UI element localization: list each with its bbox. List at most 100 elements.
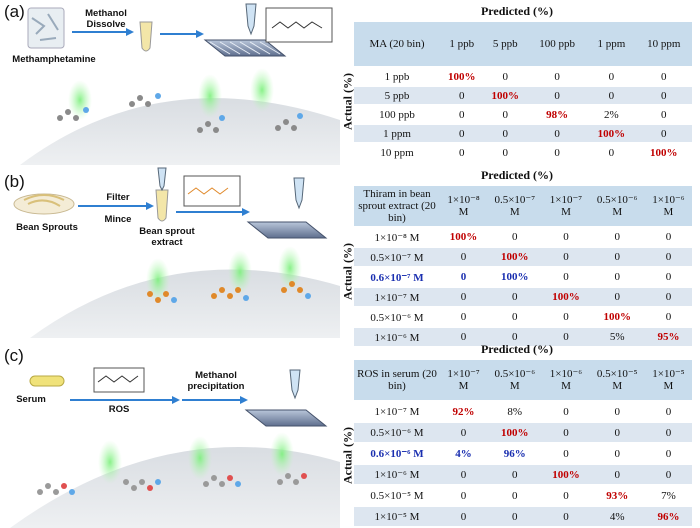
matrix-cell: 0 — [483, 68, 528, 87]
matrix-cell: 0 — [487, 228, 543, 248]
table-row: 0.5×10⁻⁶ M 0 100% 0 0 0 — [354, 423, 692, 444]
matrix-cell: 95% — [644, 328, 692, 348]
matrix-cell: 8% — [487, 402, 543, 423]
tube-icon — [155, 189, 169, 222]
row-label: 1×10⁻⁷ M — [354, 288, 440, 308]
matrix-cell: 0 — [483, 106, 528, 125]
row-label: 1×10⁻⁷ M — [354, 402, 440, 423]
matrix-cell: 0 — [487, 308, 543, 328]
matrix-cell: 93% — [589, 486, 645, 507]
matrix-cell: 0 — [644, 423, 692, 444]
predicted-heading: Predicted (%) — [480, 342, 554, 356]
matrix-cell: 0 — [440, 87, 484, 106]
matrix-cell: 0 — [542, 444, 590, 465]
panel-b: (b) Bean Sprouts Filter Mince Bean sprou… — [0, 166, 700, 348]
matrix-cell: 0 — [440, 308, 488, 328]
column-header: 5 ppb — [483, 22, 528, 68]
substrate-surface — [30, 269, 340, 338]
corner-header: Thiram in bean sprout extract (20 bin) — [354, 186, 440, 228]
column-header: 100 ppb — [527, 22, 588, 68]
column-header: 0.5×10⁻⁷ M — [487, 186, 543, 228]
matrix-cell: 0 — [487, 288, 543, 308]
table-row: 0.5×10⁻⁷ M 0 100% 0 0 0 — [354, 248, 692, 268]
column-header: 1×10⁻⁶ M — [542, 360, 590, 402]
matrix-cell: 0 — [542, 228, 590, 248]
matrix-cell: 0 — [635, 68, 692, 87]
table-row: 5 ppb 0 100% 0 0 0 — [354, 87, 692, 106]
matrix-cell: 0 — [527, 125, 588, 144]
matrix-cell: 100% — [589, 308, 645, 328]
schematic-a — [20, 3, 340, 165]
beam — [146, 258, 170, 302]
beam — [68, 80, 92, 120]
matrix-cell: 0 — [527, 144, 588, 163]
row-label: 100 ppb — [354, 106, 440, 125]
matrix-cell: 0 — [644, 268, 692, 288]
matrix-cell: 100% — [487, 248, 543, 268]
molecule-inset — [183, 175, 241, 207]
row-label: 1×10⁻⁵ M — [354, 507, 440, 528]
matrix-cell: 0 — [487, 507, 543, 528]
column-header: 1×10⁻⁶ M — [644, 186, 692, 228]
matrix-cell: 0 — [589, 423, 645, 444]
matrix-cell: 0 — [589, 465, 645, 486]
sample-label: Serum — [16, 394, 46, 405]
panel-a: (a) Methamphetamine Methanol Dissolve Pr… — [0, 0, 700, 165]
predicted-heading: Predicted (%) — [480, 4, 554, 18]
matrix-cell: 0 — [542, 328, 590, 348]
substrate-surface — [20, 98, 340, 165]
matrix-cell: 0 — [644, 402, 692, 423]
matrix-cell: 0 — [644, 308, 692, 328]
matrix-cell: 0 — [487, 328, 543, 348]
column-header: 1×10⁻⁸ M — [440, 186, 488, 228]
molecule-inset — [93, 367, 145, 393]
matrix-cell: 0 — [589, 268, 645, 288]
beam — [98, 440, 122, 484]
matrix-cell: 0 — [587, 144, 636, 163]
matrix-cell: 0 — [635, 106, 692, 125]
row-label: 0.5×10⁻⁵ M — [354, 486, 440, 507]
step-label-2: Methanol precipitation — [187, 370, 245, 392]
matrix-cell: 7% — [644, 486, 692, 507]
panel-label-a: (a) — [4, 2, 25, 21]
matrix-cell: 100% — [487, 423, 543, 444]
row-label: 1 ppm — [354, 125, 440, 144]
step-label-1: ROS — [108, 404, 130, 415]
matrix-cell: 96% — [644, 507, 692, 528]
tube-icon — [139, 21, 153, 52]
pipette-icon — [245, 3, 257, 36]
step-label-2: Mince — [104, 214, 132, 225]
row-label: 0.5×10⁻⁶ M — [354, 423, 440, 444]
matrix-cell: 4% — [440, 444, 488, 465]
table-row: 1×10⁻⁵ M 0 0 0 4% 96% — [354, 507, 692, 528]
matrix-cell: 100% — [542, 465, 590, 486]
corner-header: MA (20 bin) — [354, 22, 440, 68]
sers-chip — [244, 409, 328, 427]
matrix-cell: 100% — [587, 125, 636, 144]
sample-label: Methamphetamine — [12, 54, 96, 65]
pipette-icon — [157, 167, 167, 192]
column-header: 0.5×10⁻⁵ M — [589, 360, 645, 402]
serum-tube-icon — [29, 375, 65, 387]
column-header: 10 ppm — [635, 22, 692, 68]
matrix-cell: 0 — [589, 402, 645, 423]
table-row: 1 ppm 0 0 0 100% 0 — [354, 125, 692, 144]
pipette-icon — [289, 369, 301, 400]
step-label: Methanol Dissolve — [85, 8, 127, 30]
matrix-cell: 0 — [589, 288, 645, 308]
matrix-cell: 5% — [589, 328, 645, 348]
matrix-cell: 0 — [644, 248, 692, 268]
column-header: 1×10⁻⁷ M — [440, 360, 488, 402]
matrix-cell: 0 — [440, 328, 488, 348]
row-label: 0.6×10⁻⁷ M — [354, 268, 440, 288]
product-label: Bean sprout extract — [139, 226, 195, 248]
matrix-cell: 0 — [542, 486, 590, 507]
matrix-cell: 0 — [644, 288, 692, 308]
matrix-cell: 0 — [440, 423, 488, 444]
pipette-icon-2 — [293, 177, 305, 210]
matrix-cell: 0 — [527, 87, 588, 106]
matrix-cell: 4% — [589, 507, 645, 528]
step-label-1: Filter — [106, 192, 130, 203]
schematic-b — [13, 167, 340, 338]
matrix-cell: 100% — [635, 144, 692, 163]
